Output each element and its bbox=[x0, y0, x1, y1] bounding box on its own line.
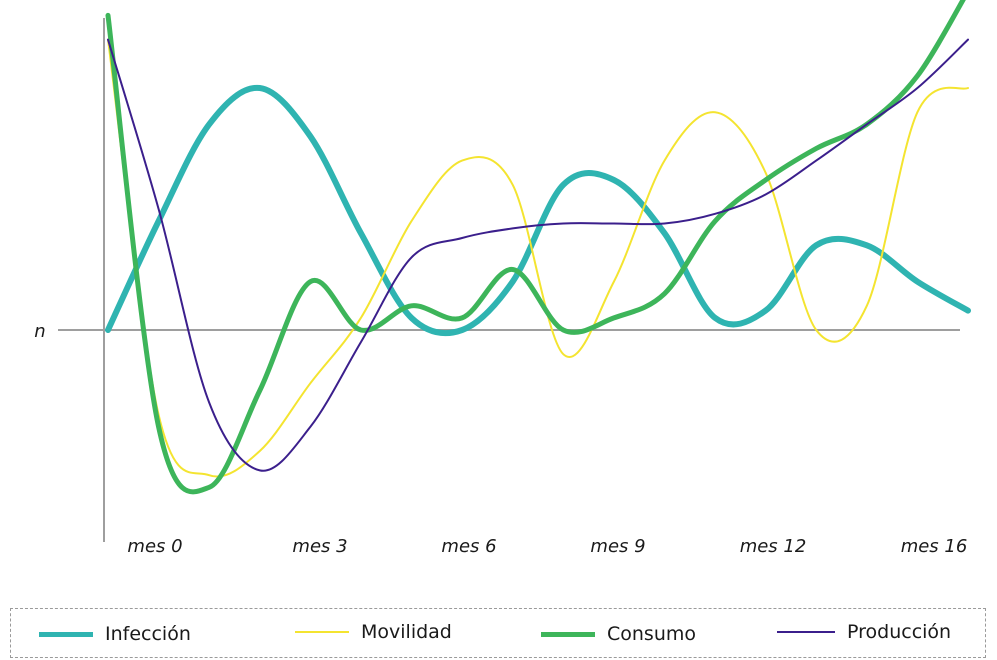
x-tick-label: mes 9 bbox=[590, 536, 645, 557]
legend: Infección Movilidad Consumo Producción bbox=[10, 608, 986, 658]
legend-swatch bbox=[777, 631, 835, 633]
x-tick-label: mes 12 bbox=[740, 536, 807, 557]
legend-swatch bbox=[541, 631, 595, 637]
x-tick-label: mes 16 bbox=[901, 536, 968, 557]
series-line-2 bbox=[105, 0, 966, 495]
legend-item-produccion: Producción bbox=[777, 621, 951, 643]
legend-item-movilidad: Movilidad bbox=[295, 621, 452, 643]
legend-item-consumo: Consumo bbox=[541, 623, 696, 645]
legend-swatch bbox=[39, 631, 93, 637]
series-layer bbox=[105, 0, 971, 495]
legend-label: Producción bbox=[847, 621, 952, 643]
baseline-label: n bbox=[34, 321, 45, 342]
x-tick-label: mes 3 bbox=[292, 536, 347, 557]
x-tick-labels: mes 0 mes 3 mes 6 mes 9 mes 12 mes 16 bbox=[127, 536, 967, 557]
series-line-1 bbox=[107, 38, 969, 478]
series-line-3 bbox=[107, 38, 969, 472]
x-tick-label: mes 6 bbox=[441, 536, 496, 557]
legend-item-infeccion: Infección bbox=[39, 623, 191, 645]
legend-label: Infección bbox=[105, 623, 191, 645]
legend-swatch bbox=[295, 631, 349, 633]
legend-label: Consumo bbox=[607, 623, 697, 645]
legend-label: Movilidad bbox=[361, 621, 452, 643]
x-tick-label: mes 0 bbox=[127, 536, 182, 557]
